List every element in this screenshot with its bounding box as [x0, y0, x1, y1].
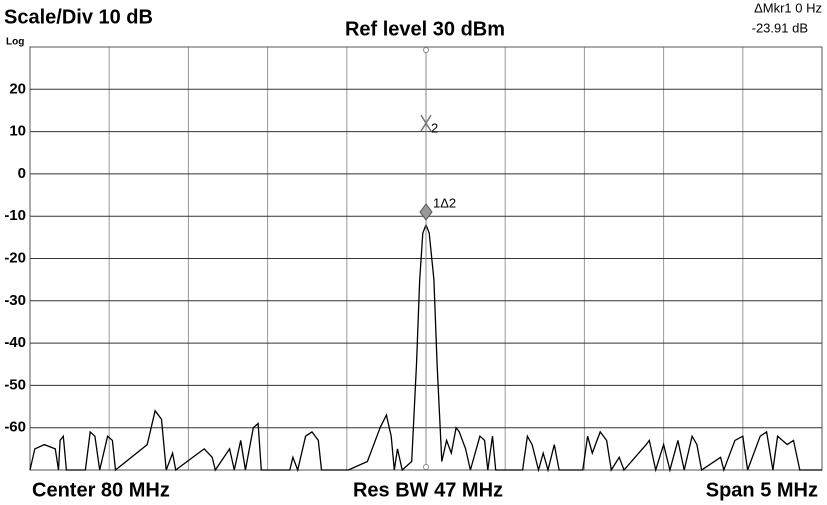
scale-mode: Log [6, 37, 24, 48]
y-tick-label: -20 [4, 249, 26, 266]
y-tick-label: -60 [4, 419, 26, 436]
marker-label: 1Δ2 [433, 195, 456, 210]
y-tick-label: -40 [4, 334, 26, 351]
center-frequency: Center 80 MHz [32, 479, 170, 501]
y-tick-label: -10 [4, 207, 26, 224]
y-tick-label: 20 [9, 80, 26, 97]
marker-readout: ΔMkr1 0 Hz [754, 0, 822, 15]
scale-label: Scale/Div 10 dB [4, 6, 153, 28]
marker [420, 114, 432, 132]
resolution-bandwidth: Res BW 47 MHz [353, 479, 503, 501]
span: Span 5 MHz [706, 479, 818, 501]
marker [419, 203, 433, 221]
trace [29, 222, 822, 473]
chart-title: Ref level 30 dBm [345, 18, 505, 40]
marker-readout: -23.91 dB [752, 20, 808, 35]
y-tick-label: 0 [18, 165, 26, 182]
marker-end [423, 464, 429, 470]
marker-label: 2 [431, 121, 438, 136]
y-tick-label: -50 [4, 376, 26, 393]
marker-end [423, 47, 429, 53]
y-tick-label: -30 [4, 292, 26, 309]
y-tick-label: 10 [9, 123, 26, 140]
